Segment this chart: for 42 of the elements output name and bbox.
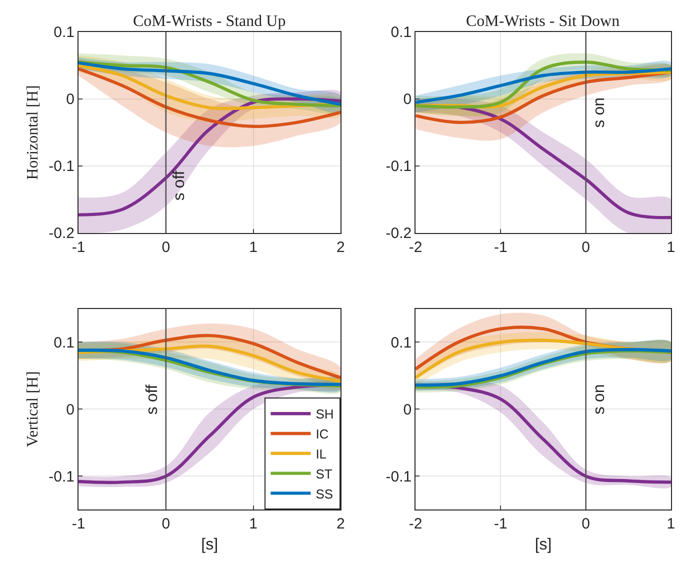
chart-title: CoM-Wrists - Stand Up xyxy=(133,13,286,30)
x-axis-title: [s] xyxy=(534,536,552,554)
x-tick-label: 1 xyxy=(666,516,676,533)
x-tick-label: 0 xyxy=(582,238,590,256)
legend-label: SH xyxy=(316,406,334,422)
x-tick-label: 1 xyxy=(249,238,258,256)
y-tick-label: 0.1 xyxy=(390,334,412,352)
ref-line-label: s on xyxy=(591,97,608,128)
y-tick-label: -0.1 xyxy=(48,468,75,486)
legend-label: IL xyxy=(316,446,327,462)
y-axis-title: Vertical [H] xyxy=(24,371,42,448)
ref-line-label: s off xyxy=(171,170,188,201)
legend-label: ST xyxy=(316,466,332,482)
y-tick-label: -0.1 xyxy=(386,468,412,486)
ref-line-label: s off xyxy=(144,384,162,415)
x-tick-label: -1 xyxy=(72,516,86,533)
y-axis-title: Horizontal [H] xyxy=(24,85,42,180)
chart-title: CoM-Wrists - Sit Down xyxy=(466,13,620,30)
y-tick-label: -0.1 xyxy=(48,158,75,176)
x-axis-title: [s] xyxy=(201,536,218,554)
y-tick-label: 0 xyxy=(66,91,75,108)
x-tick-label: -2 xyxy=(408,516,422,533)
y-tick-label: 0 xyxy=(403,401,412,418)
y-tick-label: 0.1 xyxy=(54,24,75,42)
y-tick-label: -0.1 xyxy=(386,158,412,176)
legend-label: IC xyxy=(316,426,329,442)
x-tick-label: -1 xyxy=(494,516,508,533)
x-tick-label: 0 xyxy=(162,516,170,533)
line-series xyxy=(78,67,341,128)
x-tick-label: 1 xyxy=(666,238,676,256)
x-tick-label: 1 xyxy=(249,516,258,533)
ref-line-label: s on xyxy=(591,384,608,415)
x-tick-label: 2 xyxy=(336,238,345,256)
x-tick-label: 0 xyxy=(162,238,170,256)
x-tick-label: 0 xyxy=(582,516,590,533)
y-tick-label: 0.1 xyxy=(390,24,412,42)
x-tick-label: 2 xyxy=(336,516,345,533)
y-tick-label: 0.1 xyxy=(54,334,75,352)
y-tick-label: 0 xyxy=(66,401,75,418)
y-tick-label: 0 xyxy=(403,91,412,108)
x-tick-label: -1 xyxy=(494,238,508,256)
legend-label: SS xyxy=(316,486,334,502)
